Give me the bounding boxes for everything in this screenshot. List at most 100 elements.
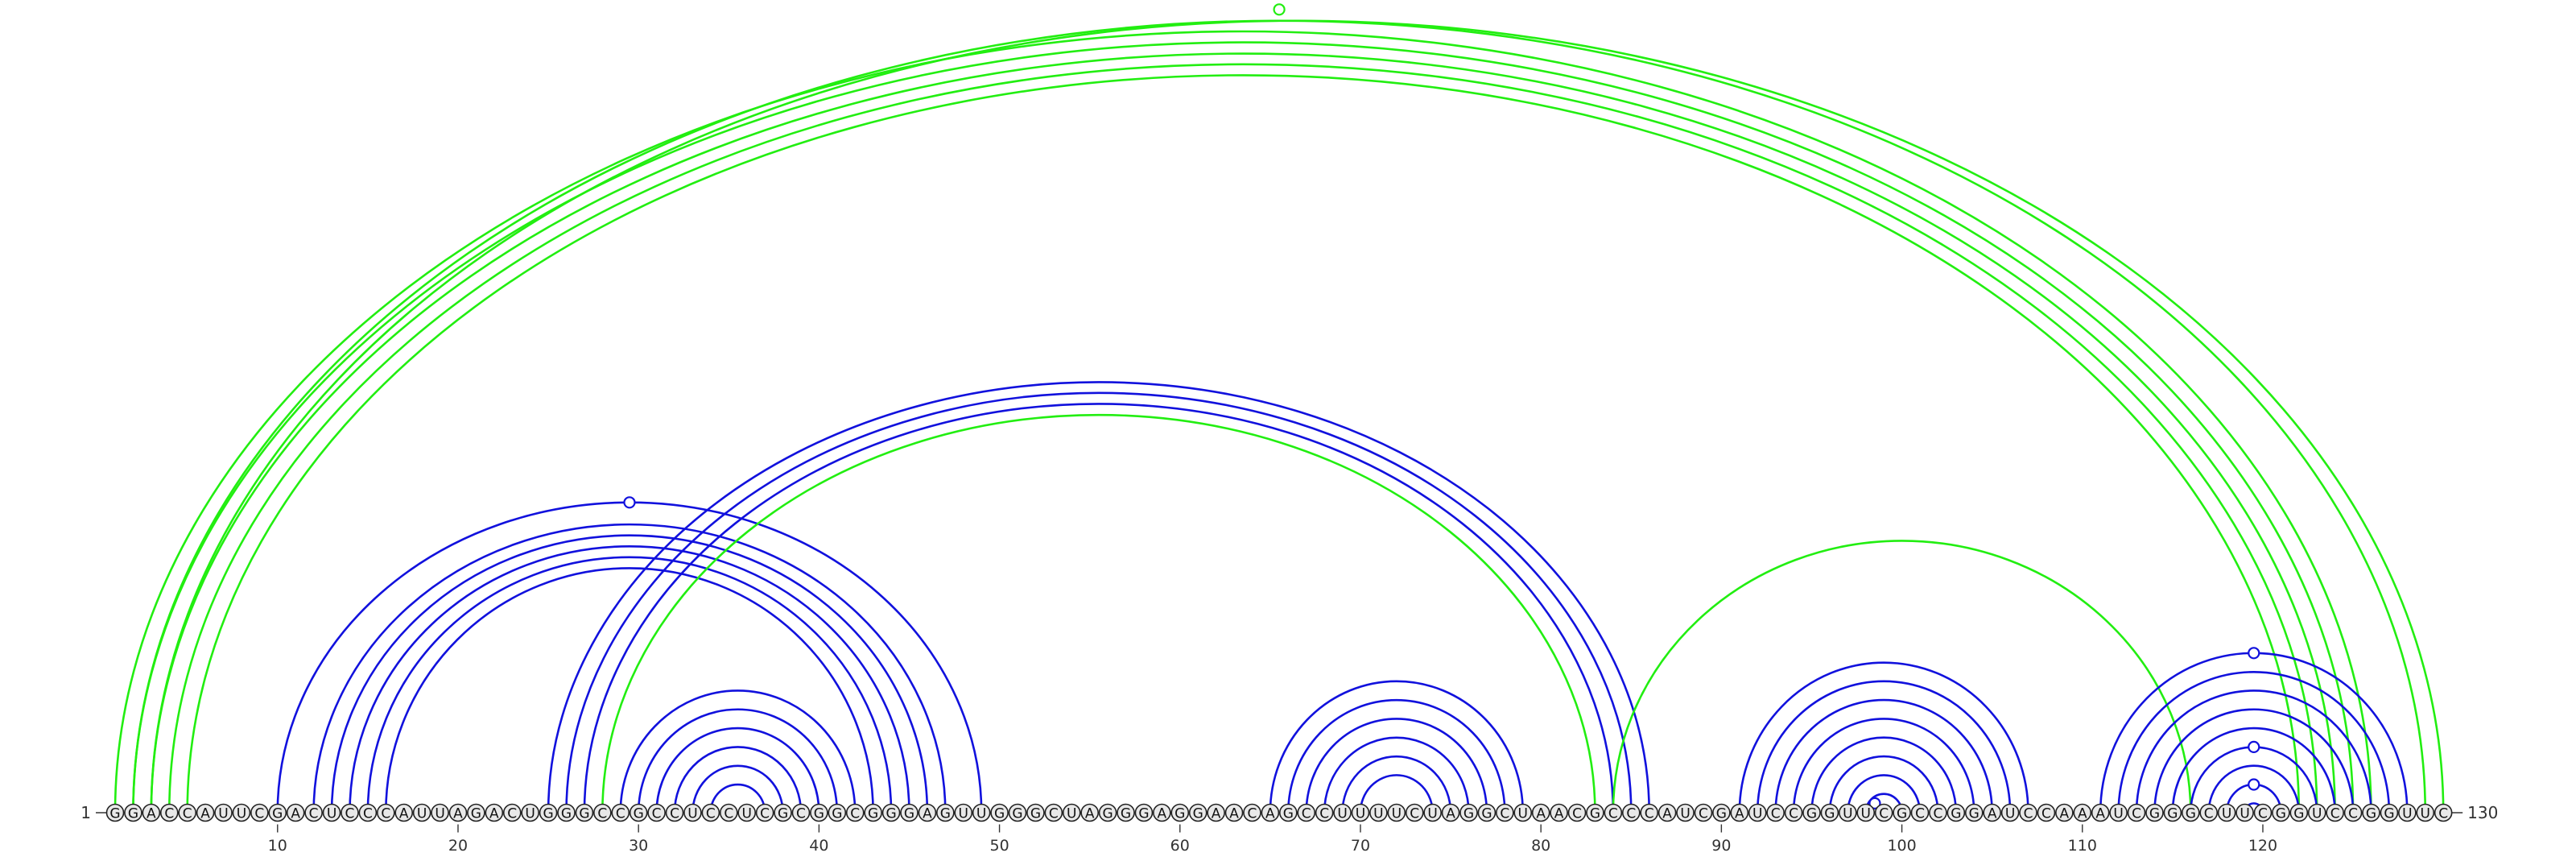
svg-text:A: A — [1158, 806, 1167, 822]
arc-marker — [1273, 3, 1286, 16]
nucleotide: A — [2055, 803, 2074, 822]
base-pair-arc — [601, 413, 1596, 814]
nucleotide: G — [1279, 803, 1298, 822]
nucleotide: A — [2091, 803, 2110, 822]
svg-text:G: G — [1121, 806, 1131, 822]
nucleotide: C — [1567, 803, 1587, 822]
svg-text:U: U — [959, 806, 968, 822]
base-pair-arc — [186, 74, 2301, 814]
svg-text:C: C — [1248, 806, 1257, 822]
svg-text:G: G — [904, 806, 914, 822]
nucleotide: U — [1423, 803, 1442, 822]
svg-text:U: U — [2222, 806, 2231, 822]
nucleotide: C — [1621, 803, 1641, 822]
nucleotide: G — [467, 803, 485, 822]
svg-text:G: G — [940, 806, 951, 822]
base-pair-arc — [1305, 718, 1488, 814]
svg-text:C: C — [616, 806, 625, 822]
svg-text:G: G — [2366, 806, 2376, 822]
base-pair-arc — [2207, 764, 2301, 814]
nucleotide: U — [232, 803, 251, 822]
nucleotide: G — [268, 803, 287, 822]
tick-label: 120 — [2248, 837, 2277, 855]
svg-text:C: C — [2348, 806, 2358, 822]
nucleotide: U — [431, 803, 449, 822]
svg-text:U: U — [1067, 806, 1076, 822]
svg-text:G: G — [2276, 806, 2286, 822]
nucleotide: G — [1134, 803, 1154, 822]
svg-text:U: U — [976, 806, 986, 822]
nucleotide: C — [1929, 803, 1947, 822]
nucleotide: A — [286, 803, 305, 822]
nucleotide: U — [1062, 803, 1081, 822]
svg-text:G: G — [814, 806, 824, 822]
base-pair-arc — [2171, 727, 2336, 814]
nucleotide: U — [1351, 803, 1370, 822]
nucleotide: U — [2000, 803, 2020, 822]
svg-text:U: U — [2113, 806, 2123, 822]
nucleotide: G — [1170, 803, 1190, 822]
svg-text:U: U — [1356, 806, 1365, 822]
svg-text:U: U — [2005, 806, 2015, 822]
svg-text:A: A — [1662, 806, 1672, 822]
nucleotide: G — [900, 803, 919, 822]
base-pair-arc — [1828, 755, 1939, 814]
nucleotide: G — [2163, 803, 2182, 822]
base-pair-arc — [1359, 774, 1434, 814]
nucleotide: G — [990, 803, 1009, 822]
nucleotide: A — [1657, 803, 1677, 822]
svg-text:U: U — [1861, 806, 1871, 822]
svg-text:G: G — [1481, 806, 1492, 822]
end-position-label: 130 — [2467, 803, 2498, 822]
svg-text:G: G — [1969, 806, 1979, 822]
nucleotide: A — [196, 803, 215, 822]
nucleotide: C — [1297, 803, 1316, 822]
nucleotide: C — [2019, 803, 2037, 822]
nucleotide: A — [1983, 803, 2001, 822]
svg-text:G: G — [1463, 806, 1474, 822]
nucleotide: G — [1477, 803, 1496, 822]
nucleotide: U — [322, 803, 341, 822]
nucleotide: A — [142, 803, 161, 822]
nucleotide: C — [719, 803, 738, 822]
nucleotide: U — [2109, 803, 2128, 822]
base-pair-arc — [312, 523, 947, 814]
nucleotide: A — [1153, 803, 1171, 822]
nucleotide: C — [2037, 803, 2056, 822]
svg-text:G: G — [1590, 806, 1600, 822]
base-pair-arc — [1269, 680, 1525, 814]
svg-text:A: A — [1446, 806, 1455, 822]
arc-marker — [2248, 778, 2260, 791]
nucleotide: G — [105, 803, 125, 822]
nucleotide: A — [1207, 803, 1225, 822]
svg-text:C: C — [1410, 806, 1419, 822]
base-pair-arc — [1847, 774, 1922, 814]
svg-text:C: C — [1699, 806, 1708, 822]
svg-text:G: G — [1806, 806, 1817, 822]
svg-text:U: U — [417, 806, 427, 822]
svg-text:G: G — [1138, 806, 1149, 822]
svg-text:A: A — [1536, 806, 1546, 822]
tick-label: 80 — [1531, 837, 1550, 855]
svg-text:G: G — [128, 806, 138, 822]
nucleotide: G — [2362, 803, 2380, 822]
svg-text:C: C — [670, 806, 679, 822]
nucleotide: C — [178, 803, 196, 822]
nucleotide: U — [2416, 803, 2435, 822]
svg-text:C: C — [1645, 806, 1654, 822]
nucleotide: G — [1893, 803, 1911, 822]
svg-text:A: A — [147, 806, 156, 822]
svg-text:G: G — [543, 806, 553, 822]
base-pair-arc — [2135, 689, 2372, 814]
base-pair-arc — [167, 63, 2318, 814]
svg-text:G: G — [2186, 806, 2196, 822]
svg-text:U: U — [1427, 806, 1437, 822]
svg-text:G: G — [868, 806, 878, 822]
svg-text:G: G — [1824, 806, 1835, 822]
nucleotide: G — [1946, 803, 1966, 822]
svg-text:U: U — [1843, 806, 1852, 822]
svg-text:C: C — [1608, 806, 1618, 822]
tick-label: 90 — [1711, 837, 1731, 855]
tick-label: 60 — [1170, 837, 1190, 855]
nucleotide: G — [1712, 803, 1731, 822]
